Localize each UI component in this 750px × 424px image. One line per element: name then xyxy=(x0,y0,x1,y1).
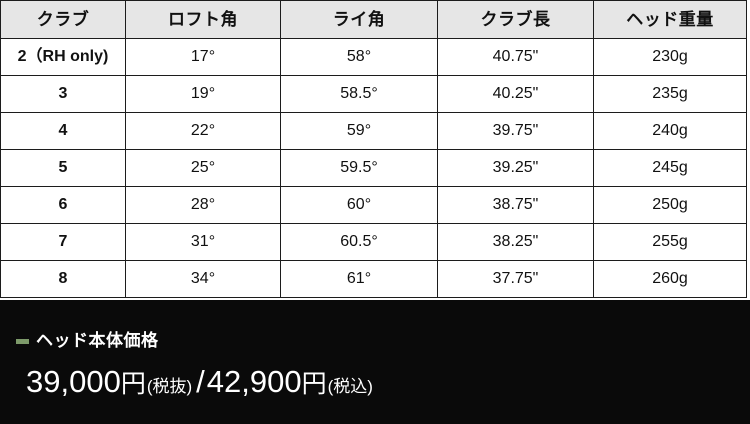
cell-head-weight: 250g xyxy=(593,186,747,224)
price-excl-tax-currency: 円 xyxy=(120,370,146,398)
cell-club: 4 xyxy=(0,112,126,150)
price-incl-tax-amount: 42,900 xyxy=(206,364,302,399)
column-header-club: クラブ xyxy=(0,0,126,39)
column-header-lie: ライ角 xyxy=(280,0,438,39)
cell-club: 2（RH only) xyxy=(0,38,126,76)
cell-loft: 34° xyxy=(125,260,281,298)
cell-club: 5 xyxy=(0,149,126,187)
table-row: 2（RH only) 17° 58° 40.75" 230g xyxy=(0,38,747,76)
cell-loft: 25° xyxy=(125,149,281,187)
column-header-length: クラブ長 xyxy=(437,0,594,39)
column-header-loft: ロフト角 xyxy=(125,0,281,39)
cell-head-weight: 235g xyxy=(593,75,747,113)
cell-length: 37.75" xyxy=(437,260,594,298)
price-separator: / xyxy=(196,364,205,399)
cell-head-weight: 245g xyxy=(593,149,747,187)
cell-loft: 17° xyxy=(125,38,281,76)
spec-table-container: クラブ ロフト角 ライ角 クラブ長 ヘッド重量 2（RH only) 17° 5… xyxy=(0,0,747,300)
cell-length: 40.25" xyxy=(437,75,594,113)
price-excl-tax-note: (税抜) xyxy=(146,377,193,396)
table-row: 8 34° 61° 37.75" 260g xyxy=(0,260,747,298)
cell-length: 38.75" xyxy=(437,186,594,224)
cell-length: 38.25" xyxy=(437,223,594,261)
table-header-row: クラブ ロフト角 ライ角 クラブ長 ヘッド重量 xyxy=(0,0,747,39)
cell-head-weight: 230g xyxy=(593,38,747,76)
cell-lie: 59.5° xyxy=(280,149,438,187)
spec-table-header: クラブ ロフト角 ライ角 クラブ長 ヘッド重量 xyxy=(0,0,747,39)
price-excl-tax-amount: 39,000 xyxy=(26,364,121,399)
cell-loft: 19° xyxy=(125,75,281,113)
cell-length: 40.75" xyxy=(437,38,594,76)
column-header-head-weight: ヘッド重量 xyxy=(593,0,747,39)
cell-lie: 58° xyxy=(280,38,438,76)
cell-lie: 59° xyxy=(280,112,438,150)
table-row: 7 31° 60.5° 38.25" 255g xyxy=(0,223,747,261)
cell-loft: 22° xyxy=(125,112,281,150)
dash-marker-icon xyxy=(16,338,29,344)
cell-loft: 31° xyxy=(125,223,281,261)
price-incl-tax-note: (税込) xyxy=(327,377,373,396)
cell-club: 6 xyxy=(0,186,126,224)
table-row: 6 28° 60° 38.75" 250g xyxy=(0,186,747,224)
cell-loft: 28° xyxy=(125,186,281,224)
table-row: 4 22° 59° 39.75" 240g xyxy=(0,112,747,150)
cell-length: 39.75" xyxy=(437,112,594,150)
price-incl-tax-currency: 円 xyxy=(301,370,327,398)
cell-head-weight: 240g xyxy=(593,112,747,150)
cell-club: 7 xyxy=(0,223,126,261)
price-line: 39,000 円 (税抜) / 42,900 円 (税込) xyxy=(26,362,373,402)
spec-table-body: 2（RH only) 17° 58° 40.75" 230g 3 19° 58.… xyxy=(0,38,747,298)
price-heading-label: ヘッド本体価格 xyxy=(36,331,159,350)
table-row: 3 19° 58.5° 40.25" 235g xyxy=(0,75,747,113)
cell-lie: 61° xyxy=(280,260,438,298)
table-row: 5 25° 59.5° 39.25" 245g xyxy=(0,149,747,187)
cell-head-weight: 255g xyxy=(593,223,747,261)
price-panel: ヘッド本体価格 39,000 円 (税抜) / 42,900 円 (税込) xyxy=(0,300,750,424)
cell-length: 39.25" xyxy=(437,149,594,187)
cell-lie: 60° xyxy=(280,186,438,224)
club-spec-table: クラブ ロフト角 ライ角 クラブ長 ヘッド重量 2（RH only) 17° 5… xyxy=(0,0,747,298)
price-heading: ヘッド本体価格 xyxy=(16,330,159,352)
cell-lie: 58.5° xyxy=(280,75,438,113)
cell-lie: 60.5° xyxy=(280,223,438,261)
cell-club: 8 xyxy=(0,260,126,298)
cell-head-weight: 260g xyxy=(593,260,747,298)
cell-club: 3 xyxy=(0,75,126,113)
